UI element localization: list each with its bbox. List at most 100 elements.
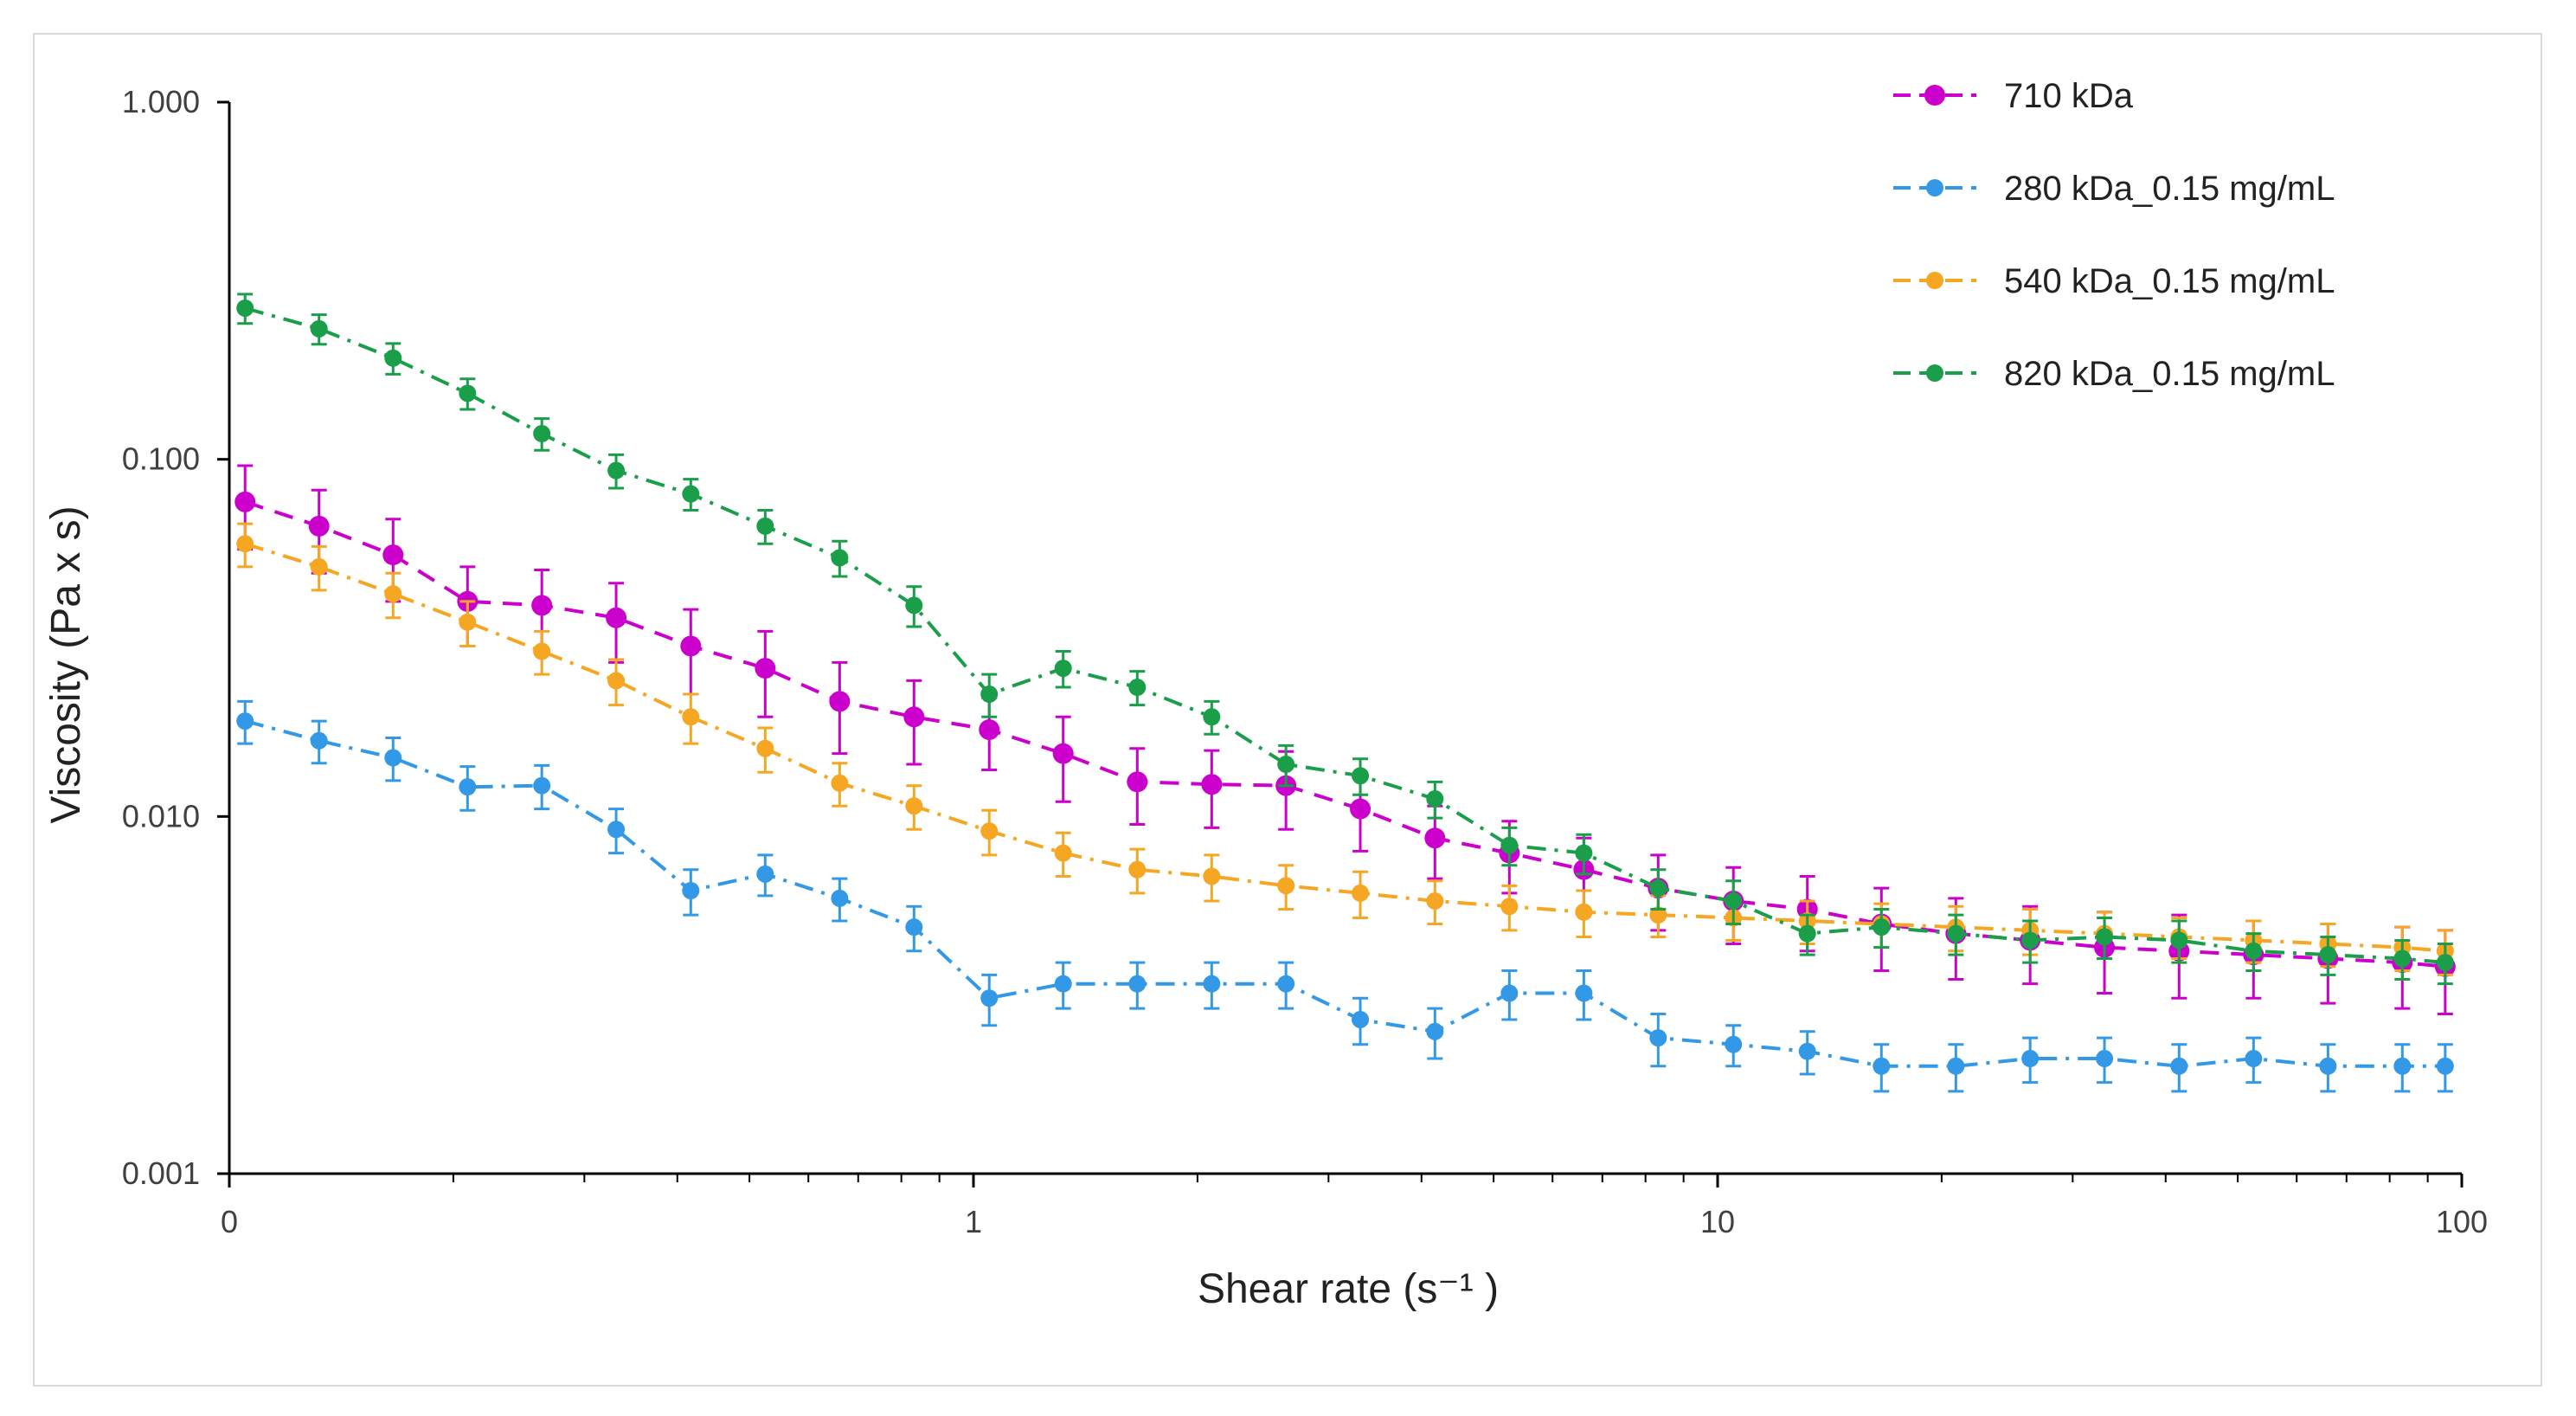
- data-point: [756, 865, 774, 883]
- y-tick-label: 0.010: [122, 798, 200, 834]
- data-point: [1352, 767, 1370, 785]
- data-point: [1203, 708, 1221, 726]
- series-line: [244, 542, 2445, 953]
- data-point: [2170, 931, 2188, 949]
- data-point: [1203, 867, 1221, 885]
- data-point: [2021, 1050, 2040, 1068]
- series-layer: [234, 293, 2456, 1093]
- y-tick-label: 0.001: [122, 1155, 200, 1191]
- data-point: [756, 739, 774, 757]
- data-point: [533, 776, 551, 795]
- data-point: [384, 585, 402, 603]
- series-4: [236, 293, 2454, 986]
- data-point: [1128, 860, 1147, 879]
- data-point: [1426, 891, 1444, 910]
- data-point: [980, 822, 999, 840]
- data-point: [234, 491, 256, 512]
- data-point: [1575, 903, 1593, 921]
- data-point: [606, 607, 627, 628]
- data-point: [1127, 771, 1148, 793]
- data-point: [236, 712, 254, 731]
- legend: 710 kDa 280 kDa_0.15 mg/mL 540 kDa_0.15 mg…: [1893, 77, 2335, 393]
- data-point: [1054, 975, 1072, 993]
- legend-item-2: 280 kDa_0.15 mg/mL: [1893, 170, 2335, 208]
- data-point: [905, 797, 923, 815]
- data-point: [979, 719, 1000, 741]
- x-tick-label: 100: [2436, 1204, 2488, 1239]
- data-point: [1575, 984, 1593, 1002]
- data-point: [1873, 918, 1891, 936]
- data-point: [1054, 844, 1072, 862]
- legend-label: 540 kDa_0.15 mg/mL: [2004, 262, 2335, 300]
- x-tick-label: 0: [221, 1204, 238, 1239]
- axes: 1.000 0.100 0.010 0.001 0 1 10 100: [122, 84, 2488, 1239]
- data-point: [533, 425, 551, 443]
- data-point: [1128, 975, 1147, 993]
- data-point: [1201, 774, 1223, 795]
- data-point: [2021, 931, 2040, 949]
- data-point: [531, 595, 553, 616]
- series-2: [236, 699, 2454, 1093]
- data-point: [829, 691, 851, 712]
- data-point: [1352, 1010, 1370, 1028]
- legend-item-1: 710 kDa: [1893, 77, 2134, 115]
- data-point: [1500, 898, 1519, 916]
- data-point: [1277, 877, 1295, 895]
- data-point: [1649, 1029, 1667, 1047]
- data-point: [382, 544, 404, 566]
- series-3: [236, 522, 2454, 976]
- data-point: [308, 515, 330, 537]
- data-point: [2096, 1050, 2114, 1068]
- data-point: [1725, 891, 1743, 910]
- data-point: [2245, 942, 2263, 960]
- series-line: [244, 306, 2445, 965]
- legend-item-4: 820 kDa_0.15 mg/mL: [1893, 355, 2335, 393]
- data-point: [384, 749, 402, 767]
- data-point: [459, 778, 477, 796]
- data-point: [755, 658, 776, 679]
- data-point: [2393, 949, 2412, 968]
- data-point: [1873, 1057, 1891, 1075]
- data-point: [1426, 1022, 1444, 1040]
- data-point: [1947, 1057, 1965, 1075]
- data-point: [2319, 946, 2337, 964]
- data-point: [2319, 1057, 2337, 1075]
- data-point: [903, 706, 925, 728]
- data-point: [905, 918, 923, 936]
- data-point: [680, 635, 702, 657]
- data-point: [310, 731, 328, 750]
- legend-item-3: 540 kDa_0.15 mg/mL: [1893, 262, 2335, 300]
- data-point: [607, 461, 626, 480]
- data-point: [2393, 1057, 2412, 1075]
- data-point: [1350, 798, 1372, 820]
- data-point: [980, 989, 999, 1007]
- data-point: [607, 821, 626, 839]
- legend-label: 820 kDa_0.15 mg/mL: [2004, 355, 2335, 393]
- data-point: [459, 613, 477, 631]
- data-point: [236, 535, 254, 553]
- data-point: [905, 596, 923, 615]
- data-point: [831, 889, 849, 907]
- legend-label: 280 kDa_0.15 mg/mL: [2004, 170, 2335, 208]
- chart-frame: [33, 33, 2542, 1387]
- series-line: [244, 499, 2445, 969]
- data-point: [533, 642, 551, 660]
- data-point: [1128, 679, 1147, 697]
- data-point: [236, 299, 254, 318]
- data-point: [682, 882, 700, 900]
- y-tick-label: 1.000: [122, 84, 200, 119]
- data-point: [1352, 884, 1370, 902]
- data-point: [1426, 790, 1444, 808]
- legend-marker: [1924, 85, 1945, 106]
- data-point: [1424, 827, 1446, 849]
- data-point: [1052, 743, 1074, 764]
- data-point: [1798, 924, 1816, 943]
- series-1: [234, 464, 2456, 1015]
- x-tick-label: 10: [1700, 1204, 1735, 1239]
- data-point: [831, 774, 849, 792]
- data-point: [1277, 756, 1295, 774]
- legend-marker: [1926, 364, 1943, 382]
- data-point: [310, 557, 328, 576]
- data-point: [2096, 928, 2114, 946]
